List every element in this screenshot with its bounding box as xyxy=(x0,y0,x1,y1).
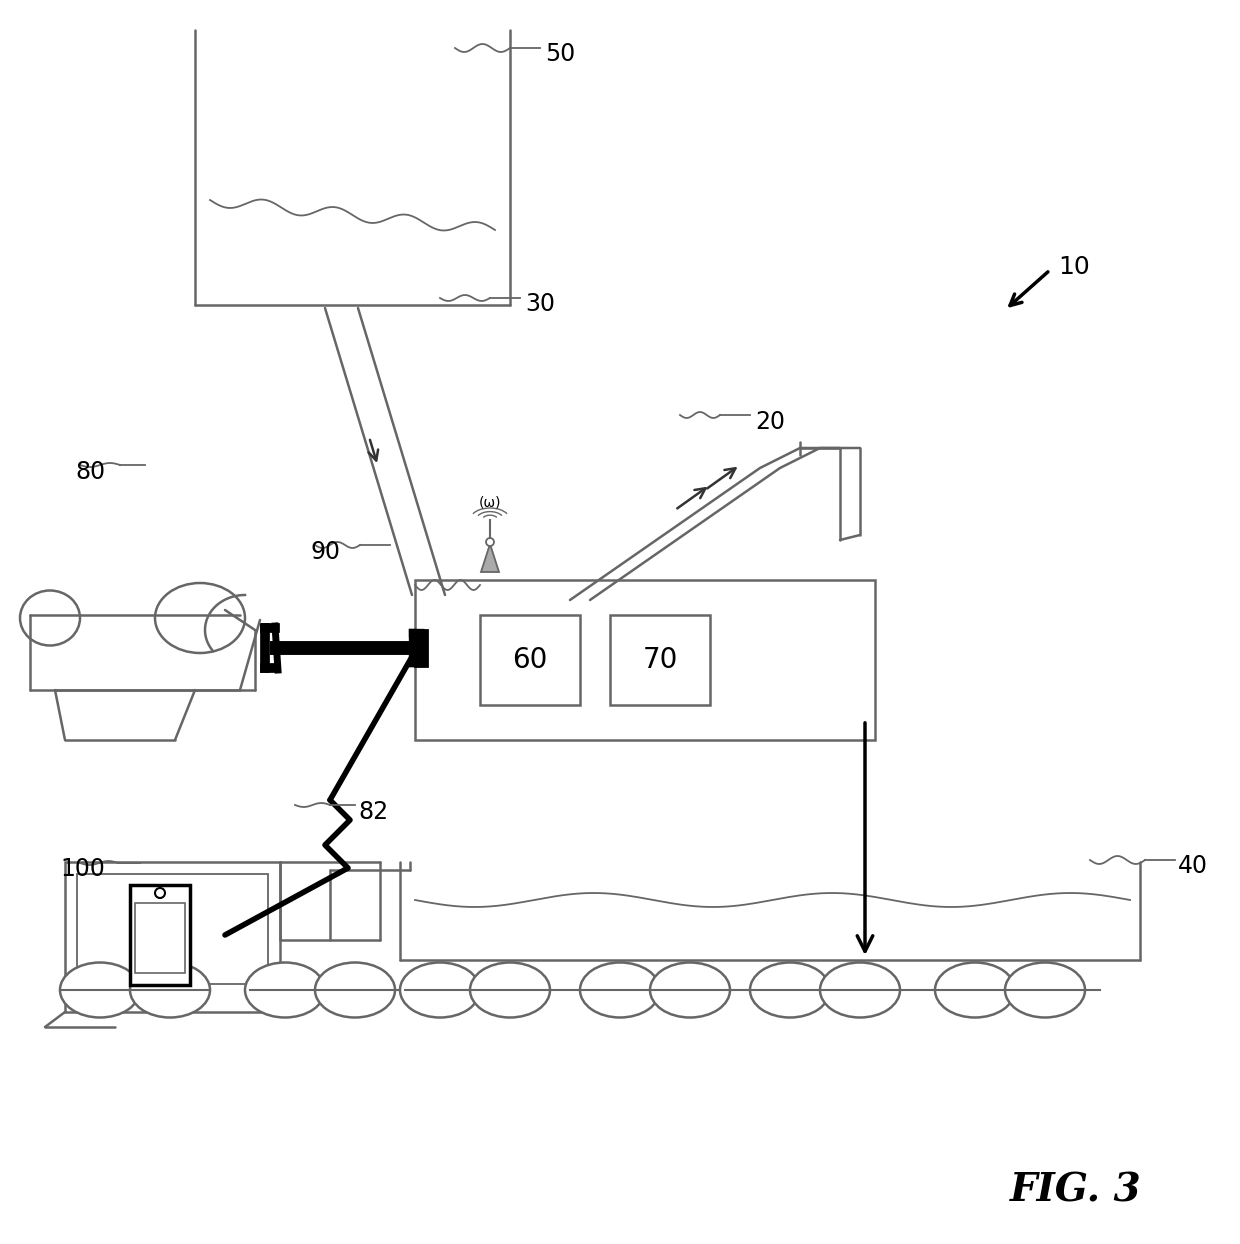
Ellipse shape xyxy=(470,963,551,1018)
Bar xyxy=(135,903,185,973)
Bar xyxy=(130,884,190,985)
Text: 70: 70 xyxy=(642,646,678,674)
Text: 100: 100 xyxy=(60,857,105,881)
Bar xyxy=(64,862,280,1013)
Bar xyxy=(415,629,427,666)
Ellipse shape xyxy=(20,591,81,646)
Polygon shape xyxy=(481,544,498,572)
Ellipse shape xyxy=(401,963,480,1018)
Text: 90: 90 xyxy=(310,540,340,564)
Ellipse shape xyxy=(750,963,830,1018)
Ellipse shape xyxy=(60,963,140,1018)
Ellipse shape xyxy=(820,963,900,1018)
Text: 50: 50 xyxy=(546,42,575,66)
Ellipse shape xyxy=(130,963,210,1018)
Text: 80: 80 xyxy=(74,460,105,484)
Ellipse shape xyxy=(580,963,660,1018)
Text: 40: 40 xyxy=(1178,853,1208,878)
Ellipse shape xyxy=(155,583,246,653)
Text: 30: 30 xyxy=(525,292,556,316)
Bar xyxy=(77,875,268,984)
Circle shape xyxy=(486,537,494,546)
Bar xyxy=(480,615,580,705)
Bar xyxy=(610,615,711,705)
Text: FIG. 3: FIG. 3 xyxy=(1011,1172,1142,1210)
Text: 60: 60 xyxy=(512,646,548,674)
Bar xyxy=(415,580,875,740)
Ellipse shape xyxy=(246,963,325,1018)
Ellipse shape xyxy=(315,963,396,1018)
Text: 20: 20 xyxy=(755,411,785,434)
Text: 82: 82 xyxy=(358,800,388,824)
Ellipse shape xyxy=(650,963,730,1018)
Text: (ω): (ω) xyxy=(479,496,501,510)
Ellipse shape xyxy=(935,963,1016,1018)
Ellipse shape xyxy=(1004,963,1085,1018)
Circle shape xyxy=(155,888,165,898)
Text: 10: 10 xyxy=(1058,255,1090,279)
